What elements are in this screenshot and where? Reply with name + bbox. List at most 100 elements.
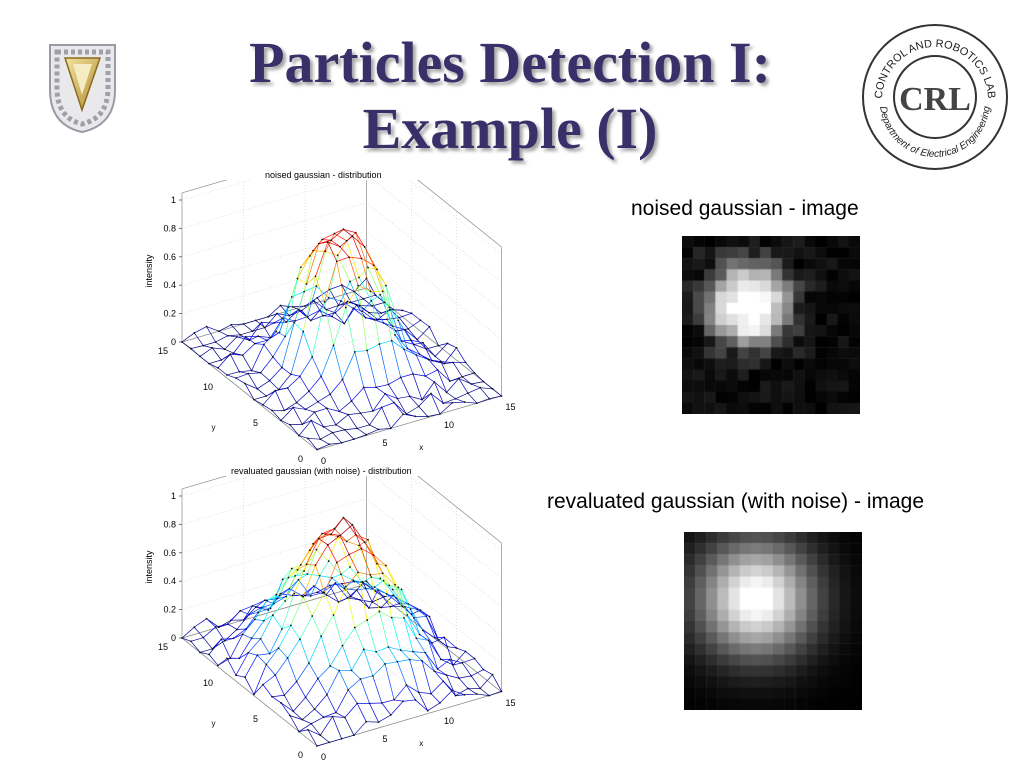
mesh-edge: [311, 356, 322, 377]
mesh-edge: [308, 636, 322, 664]
mesh-point: [399, 376, 402, 379]
mesh-point: [342, 516, 345, 519]
mesh-point: [244, 676, 246, 679]
mesh-edge: [337, 536, 347, 542]
mesh-point: [320, 375, 323, 378]
mesh-edge: [298, 723, 312, 732]
mesh-point: [370, 576, 373, 578]
mesh-edge: [430, 681, 444, 694]
x-tick-label: 10: [444, 420, 454, 430]
mesh-edge: [422, 342, 433, 361]
mesh-point: [347, 413, 350, 416]
mesh-edge: [458, 677, 469, 689]
surface-mesh: [181, 516, 503, 747]
mesh-edge: [309, 243, 320, 257]
mesh-edge: [319, 575, 333, 579]
mesh-edge: [294, 570, 305, 577]
mesh-edge: [314, 694, 328, 710]
mesh-point: [333, 527, 336, 530]
mesh-edge: [267, 313, 278, 318]
mesh-edge: [313, 300, 324, 316]
mesh-point: [217, 664, 219, 667]
mesh-point: [269, 607, 272, 610]
mesh-edge: [368, 312, 382, 314]
mesh-point: [253, 693, 255, 696]
mesh-point: [402, 700, 404, 703]
mesh-edge: [447, 646, 457, 649]
mesh-edge: [325, 233, 335, 252]
mesh-edge: [332, 432, 342, 444]
mesh-edge: [411, 313, 421, 321]
mesh-edge: [261, 322, 271, 338]
mesh-edge: [479, 387, 490, 399]
mesh-point: [245, 335, 247, 338]
mesh-point: [414, 699, 417, 701]
mesh-point: [414, 415, 417, 418]
mesh-edge: [443, 637, 457, 649]
mesh-point: [458, 677, 460, 680]
mesh-edge: [375, 386, 386, 395]
mesh-point: [303, 570, 305, 572]
mesh-point: [434, 636, 437, 639]
mesh-point: [361, 310, 364, 313]
mesh-edge: [296, 390, 310, 403]
mesh-point: [181, 341, 183, 343]
mesh-edge: [242, 343, 256, 356]
mesh-point: [294, 574, 296, 577]
mesh-edge: [351, 649, 365, 671]
y-axis-label: y: [212, 719, 216, 728]
mesh-edge: [341, 438, 354, 444]
mesh-point: [334, 311, 337, 314]
mesh-edge: [467, 387, 481, 394]
mesh-edge: [323, 424, 336, 428]
mesh-point: [421, 659, 423, 662]
mesh-edge: [324, 592, 334, 616]
mesh-edge: [298, 579, 311, 597]
mesh-edge: [430, 393, 441, 415]
mesh-point: [271, 409, 273, 412]
mesh-point: [341, 378, 344, 381]
mesh-edge: [357, 424, 370, 429]
mesh-point: [247, 651, 250, 654]
mesh-point: [334, 582, 337, 584]
mesh-point: [412, 650, 414, 653]
mesh-edge: [288, 569, 298, 578]
mesh-edge: [342, 379, 352, 402]
z-tick-label: 0.2: [163, 309, 176, 319]
mesh-edge: [315, 565, 325, 593]
mesh-edge: [351, 400, 361, 414]
mesh-edge: [340, 566, 351, 575]
mesh-edge: [304, 591, 318, 596]
mesh-point: [251, 330, 254, 333]
mesh-edge: [274, 390, 285, 411]
mesh-edge: [338, 597, 348, 603]
mesh-edge: [290, 331, 304, 375]
mesh-edge: [307, 438, 321, 440]
mesh-edge: [297, 550, 311, 571]
mesh-edge: [347, 689, 358, 704]
mesh-edge: [229, 634, 243, 659]
mesh-point: [304, 594, 306, 597]
mesh-point: [419, 609, 422, 612]
mesh-edge: [290, 596, 304, 626]
mesh-edge: [348, 412, 361, 415]
mesh-edge: [273, 596, 287, 604]
mesh-point: [500, 395, 503, 397]
mesh-edge: [455, 688, 469, 696]
mesh-edge: [419, 634, 429, 641]
mesh-edge: [365, 317, 375, 321]
mesh-point: [362, 648, 365, 651]
mesh-point: [395, 330, 397, 332]
mesh-edge: [410, 339, 423, 344]
mesh-point: [363, 541, 366, 544]
mesh-edge: [235, 373, 249, 379]
mesh-edge: [455, 392, 469, 400]
mesh-point: [366, 349, 368, 352]
mesh-edge: [370, 291, 380, 345]
mesh-point: [464, 361, 467, 364]
mesh-point: [400, 340, 403, 342]
mesh-edge: [421, 660, 432, 694]
mesh-edge: [266, 664, 276, 676]
mesh-edge: [318, 538, 329, 546]
mesh-edge: [294, 316, 308, 322]
